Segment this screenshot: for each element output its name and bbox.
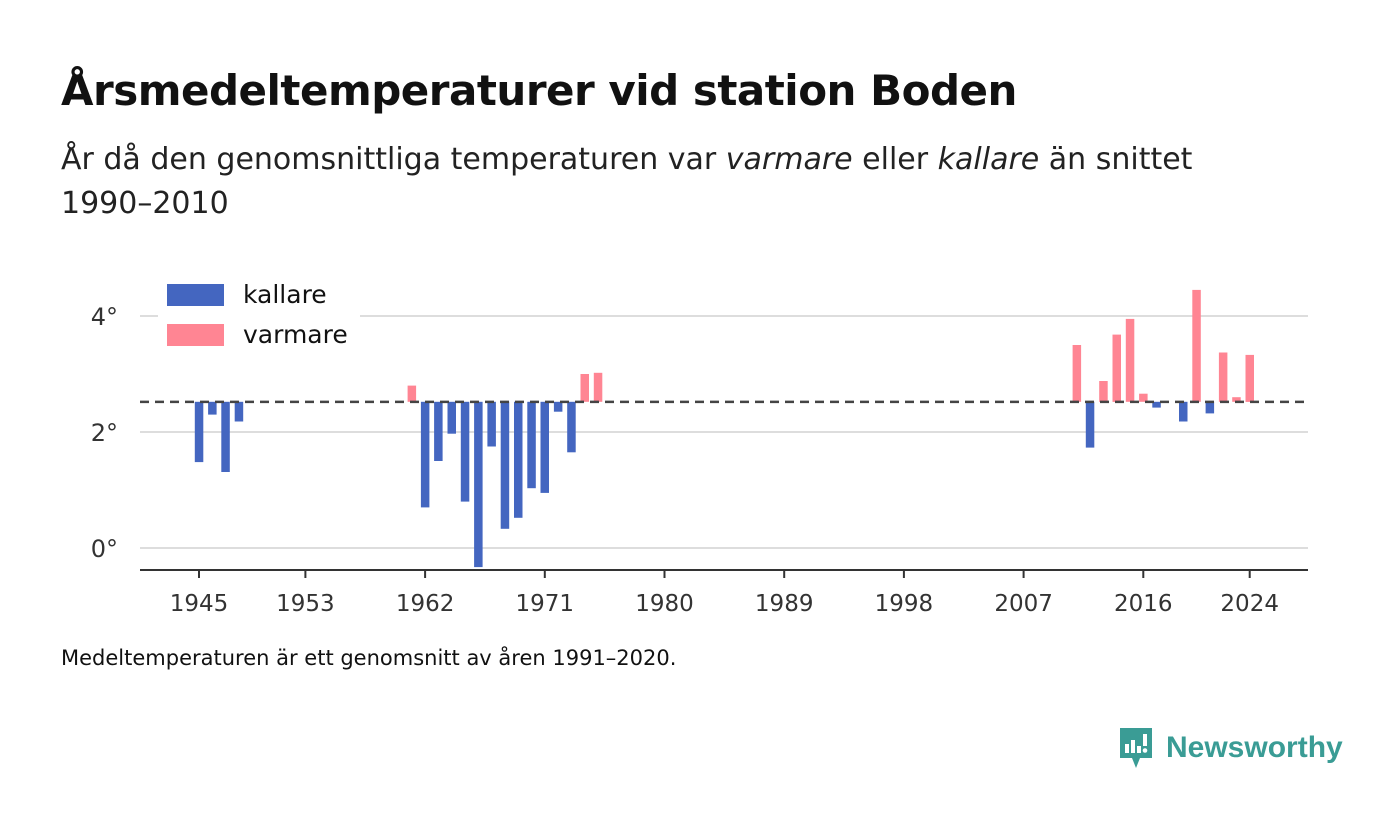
x-tick-label: 2016 [1114, 591, 1173, 617]
legend-swatch-kallare [167, 284, 224, 306]
subtitle-text-2: eller [852, 142, 938, 177]
bar-varmare [1099, 381, 1108, 402]
bar-kallare [514, 401, 523, 518]
bar-kallare [540, 401, 549, 493]
footnote: Medeltemperaturen är ett genomsnitt av å… [61, 646, 677, 670]
brand-name: Newsworthy [1166, 731, 1343, 764]
x-tick-label: 1945 [170, 591, 229, 617]
bar-kallare [460, 401, 470, 502]
bar-kallare [487, 401, 496, 447]
bar-kallare [420, 401, 430, 508]
x-tick-label: 1953 [276, 591, 335, 617]
chart-title: Årsmedeltemperaturer vid station Boden [61, 66, 1017, 115]
y-tick-label: 0° [91, 535, 118, 563]
bar-varmare [1072, 345, 1082, 402]
bar-varmare [1125, 318, 1135, 402]
chart-subtitle: År då den genomsnittliga temperaturen va… [61, 138, 1281, 226]
bar-varmare [580, 374, 589, 402]
bar-kallare [194, 401, 204, 463]
bar-varmare [1245, 354, 1254, 402]
legend: kallare varmare [158, 278, 360, 358]
temperature-bar-chart: 0° 2° 4° 1945 1953 1962 1971 1980 1989 1998 2007 20… [91, 278, 1308, 617]
newsworthy-icon [1120, 728, 1152, 768]
axes: 0° 2° 4° 1945 1953 1962 1971 1980 1989 1998 2007 20… [91, 303, 1308, 617]
x-tick-label: 1980 [635, 591, 694, 617]
bar-varmare [1139, 393, 1148, 402]
bar-kallare [500, 401, 510, 529]
bar-kallare [234, 401, 244, 422]
bar-varmare [1112, 334, 1121, 402]
legend-label-kallare: kallare [243, 280, 327, 309]
bar-kallare [553, 401, 563, 412]
bar-kallare [1205, 401, 1215, 414]
bar-kallare [208, 401, 217, 415]
y-tick-label: 4° [91, 303, 118, 331]
bar-kallare [474, 401, 483, 568]
bar-kallare [1085, 401, 1095, 448]
bar-kallare [434, 401, 443, 461]
bar-varmare [1218, 352, 1228, 402]
bar-kallare [447, 401, 456, 434]
bar-kallare [1179, 401, 1188, 422]
subtitle-text-3: än snittet 1990–2010 [61, 142, 1193, 221]
y-tick-label: 2° [91, 419, 118, 447]
bar-varmare [407, 385, 417, 402]
bar-kallare [1152, 401, 1161, 408]
bar-kallare [567, 401, 576, 453]
bar-varmare [1192, 289, 1201, 402]
legend-label-varmare: varmare [243, 320, 348, 349]
bars [194, 289, 1254, 568]
bar-kallare [221, 401, 230, 472]
bar-varmare [593, 372, 603, 402]
x-tick-label: 1998 [875, 591, 934, 617]
legend-swatch-varmare [167, 324, 224, 346]
subtitle-text-1: År då den genomsnittliga temperaturen va… [61, 142, 726, 177]
subtitle-cold-word: kallare [937, 142, 1040, 177]
x-tick-label: 2007 [994, 591, 1053, 617]
bar-varmare [1232, 397, 1241, 402]
x-tick-label: 2024 [1220, 591, 1279, 617]
bar-kallare [527, 401, 536, 489]
brand-logo[interactable]: Newsworthy [1118, 726, 1343, 770]
x-tick-label: 1971 [516, 591, 575, 617]
x-tick-label: 1962 [396, 591, 455, 617]
x-tick-label: 1989 [755, 591, 814, 617]
subtitle-warm-word: varmare [725, 142, 853, 177]
